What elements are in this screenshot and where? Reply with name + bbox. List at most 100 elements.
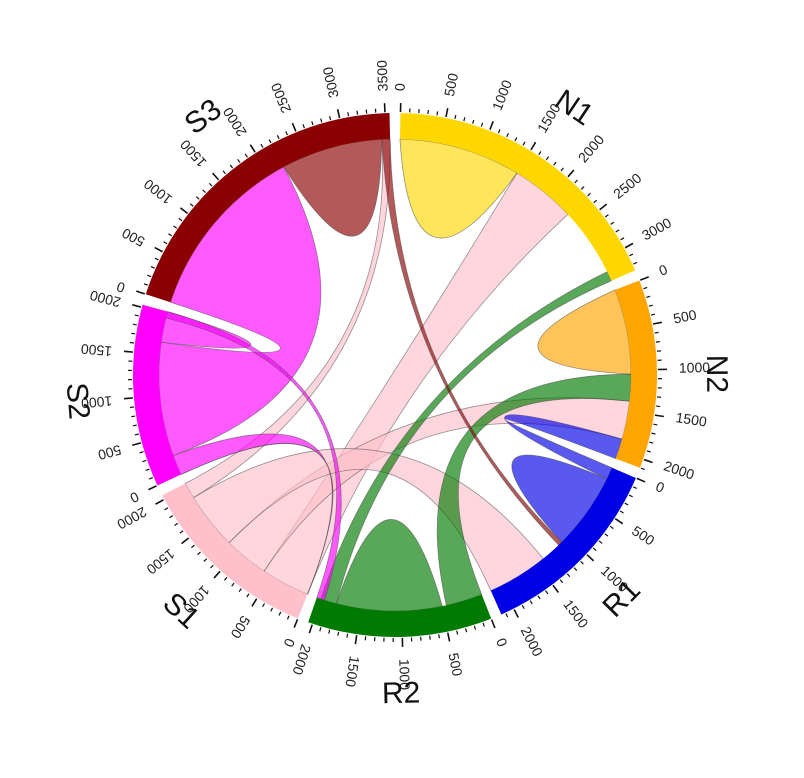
tick-S3-2200	[268, 139, 272, 144]
tick-label-R2-500: 500	[445, 651, 465, 677]
tick-N1-1600	[538, 151, 542, 156]
tick-N2-700	[655, 341, 660, 343]
tick-R1-2000	[513, 609, 519, 618]
tick-label-S3-0: 0	[114, 279, 127, 297]
tick-R1-900	[592, 547, 597, 552]
tick-S1-900	[223, 576, 228, 581]
sector-label-R1: R1	[597, 573, 647, 623]
tick-R2-700	[429, 635, 431, 640]
tick-R1-1700	[537, 595, 541, 600]
tick-R2-1500	[354, 635, 358, 645]
tick-S1-0	[293, 618, 299, 628]
tick-R1-1600	[545, 590, 549, 595]
tick-label-S3-3500: 3500	[374, 60, 391, 92]
tick-label-R1-1500: 1500	[560, 596, 592, 631]
tick-R1-1500	[552, 584, 560, 593]
sector-layer	[132, 113, 658, 637]
tick-N1-2700	[610, 221, 615, 225]
tick-R1-1200	[573, 567, 578, 571]
tick-N2-500	[652, 321, 662, 325]
tick-R2-100	[482, 622, 485, 627]
tick-N2-300	[648, 304, 653, 307]
tick-S3-0	[136, 290, 146, 295]
tick-S3-500	[154, 246, 164, 253]
tick-label-R2-1000: 1000	[396, 659, 413, 691]
tick-label-S2-1500: 1500	[80, 341, 113, 360]
ribbon-S2-R2-16	[165, 311, 342, 601]
tick-S3-1800	[237, 158, 241, 163]
tick-R1-1000	[586, 554, 595, 562]
tick-N1-1700	[545, 156, 550, 161]
tick-label-S2-0: 0	[127, 489, 141, 507]
tick-S2-100	[148, 476, 154, 480]
tick-R1-0	[636, 477, 646, 483]
tick-label-N1-1000: 1000	[489, 78, 515, 113]
ribbon-N1-N1-0	[399, 138, 518, 239]
tick-N1-1400	[522, 141, 526, 146]
tick-S1-1700	[174, 522, 179, 527]
tick-R1-1400	[559, 579, 564, 584]
tick-R2-300	[464, 628, 468, 633]
tick-label-N2-500: 500	[672, 306, 698, 326]
tick-S2-800	[131, 415, 136, 418]
ribbon-R2-R2-11	[335, 519, 443, 612]
tick-R1-200	[628, 494, 633, 498]
tick-N1-2600	[604, 214, 609, 218]
tick-N1-700	[463, 117, 466, 122]
sector-R1	[490, 467, 636, 615]
ribbon-layer	[158, 138, 632, 612]
tick-S1-1900	[164, 507, 169, 511]
tick-S3-3100	[347, 112, 350, 117]
tick-label-N2-1500: 1500	[675, 409, 708, 430]
tick-S3-1400	[208, 182, 213, 187]
tick-S3-2900	[329, 115, 332, 121]
tick-N1-2300	[587, 192, 591, 197]
tick-S2-200	[145, 468, 150, 472]
tick-N1-1000	[489, 121, 494, 131]
tick-N2-1600	[653, 423, 658, 426]
tick-S3-1500	[212, 172, 220, 181]
tick-label-S2-2000: 2000	[88, 287, 122, 311]
tick-label-R1-2000: 2000	[518, 624, 546, 659]
sector-S3	[145, 113, 391, 303]
tick-label-R2-1500: 1500	[342, 655, 362, 688]
tick-S1-2000	[155, 499, 164, 505]
tick-label-S1-500: 500	[228, 613, 254, 641]
tick-label-N1-3000: 3000	[639, 214, 674, 243]
tick-S3-400	[154, 257, 159, 261]
tick-R1-800	[598, 540, 603, 544]
tick-S1-1000	[213, 570, 221, 579]
tick-R1-500	[614, 518, 624, 525]
tick-S3-700	[168, 233, 173, 237]
tick-N1-800	[472, 119, 475, 124]
tick-R2-1900	[319, 627, 322, 632]
tick-label-S2-500: 500	[96, 442, 123, 464]
tick-S2-700	[132, 424, 137, 427]
tick-S2-400	[139, 451, 144, 454]
tick-label-S1-1500: 1500	[143, 546, 178, 578]
ribbon-R1-N2-14	[504, 414, 623, 480]
tick-label-R1-0: 0	[653, 478, 667, 496]
tick-N2-1900	[646, 450, 651, 453]
ribbon-N2-N2-10	[537, 289, 632, 375]
tick-S2-0	[148, 485, 157, 491]
sector-label-S3: S3	[179, 93, 228, 141]
tick-S3-300	[150, 266, 155, 269]
sector-label-R2: R2	[382, 676, 421, 710]
tick-R2-2000	[308, 624, 313, 634]
tick-N1-1200	[506, 133, 509, 138]
tick-S3-2300	[276, 135, 280, 140]
tick-S3-1300	[202, 189, 206, 194]
tick-N1-600	[454, 114, 457, 120]
tick-label-R2-0: 0	[493, 636, 511, 649]
tick-S3-1900	[244, 153, 248, 158]
tick-S1-100	[286, 615, 290, 620]
tick-S3-100	[143, 283, 149, 286]
tick-S3-2700	[311, 121, 314, 126]
tick-S2-1800	[132, 323, 137, 326]
tick-R2-500	[446, 632, 451, 642]
tick-S2-500	[132, 442, 142, 447]
tick-N1-300	[427, 110, 429, 115]
